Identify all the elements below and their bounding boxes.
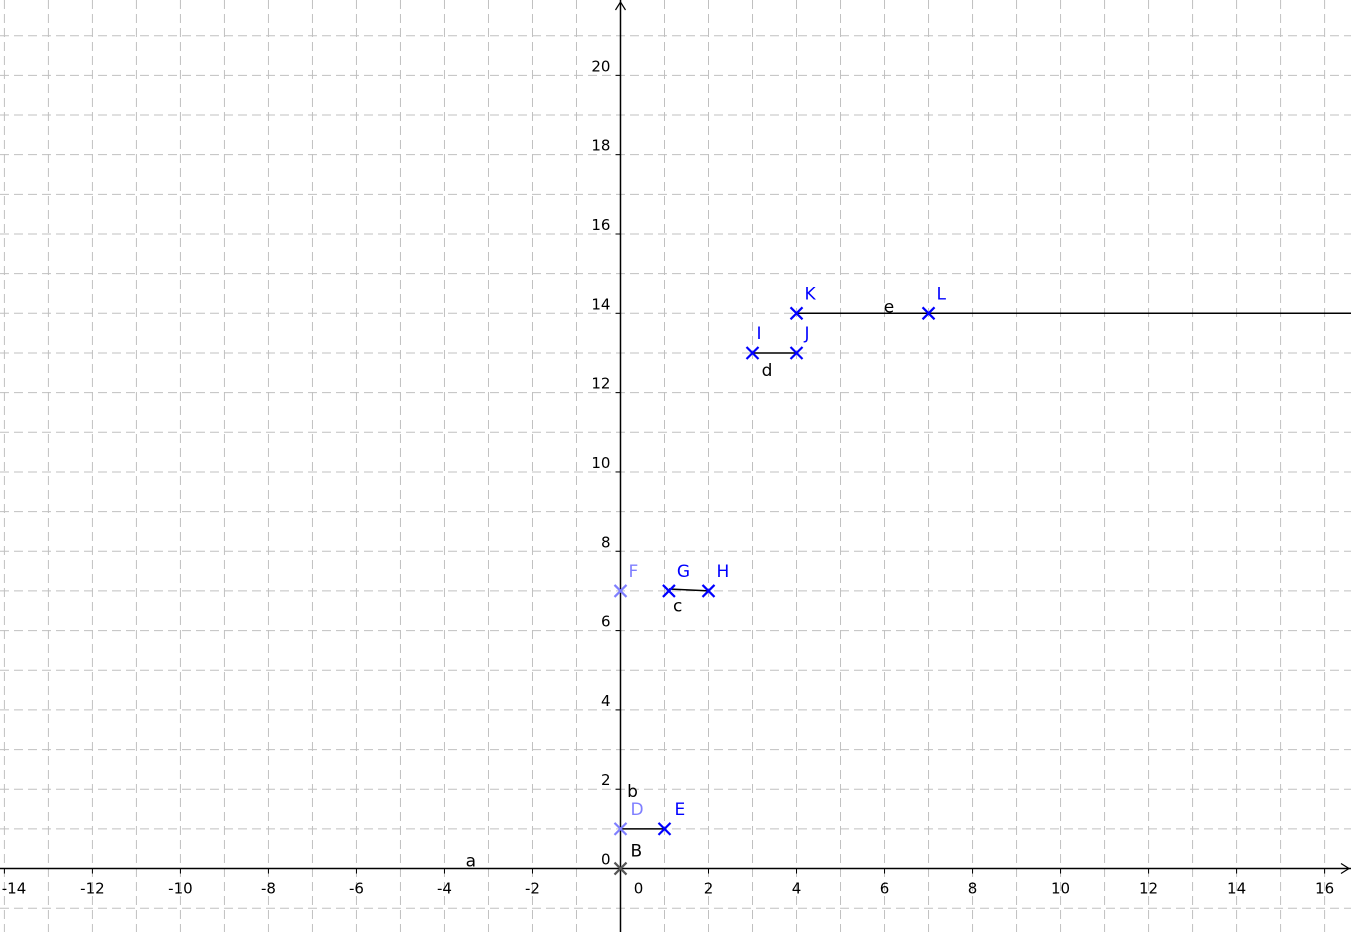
point-mark bbox=[701, 584, 716, 598]
y-tick-label: 2 bbox=[601, 771, 611, 789]
point-B[interactable]: B bbox=[613, 842, 642, 876]
point-mark bbox=[662, 584, 676, 598]
x-tick-label: -10 bbox=[168, 880, 193, 898]
x-tick-label: -6 bbox=[349, 880, 364, 898]
point-K[interactable]: K bbox=[789, 284, 817, 321]
y-tick-label: 16 bbox=[591, 216, 610, 234]
y-axis-arrow-icon bbox=[614, 0, 627, 11]
y-tick-label: 8 bbox=[601, 533, 611, 551]
x-tick-label: 8 bbox=[968, 880, 978, 898]
point-mark bbox=[789, 306, 804, 321]
x-tick-label: -4 bbox=[437, 880, 452, 898]
x-axis-arrow-icon bbox=[1340, 863, 1351, 875]
x-tick-label: 12 bbox=[1139, 880, 1158, 898]
point-label: E bbox=[674, 800, 685, 820]
point-label: H bbox=[717, 562, 730, 582]
point-F[interactable]: F bbox=[613, 562, 638, 598]
point-H[interactable]: H bbox=[701, 562, 730, 598]
y-tick-label: 14 bbox=[591, 295, 610, 313]
point-mark bbox=[657, 822, 672, 836]
point-label: G bbox=[677, 562, 690, 582]
point-E[interactable]: E bbox=[657, 800, 685, 836]
x-tick-label: -2 bbox=[525, 880, 540, 898]
x-tick-label: -8 bbox=[261, 880, 276, 898]
point-mark bbox=[921, 306, 936, 321]
point-L[interactable]: L bbox=[921, 284, 947, 321]
y-tick-label: 6 bbox=[601, 613, 611, 631]
x-tick-label: 4 bbox=[792, 880, 802, 898]
object-label-d: d bbox=[762, 361, 773, 381]
point-label: L bbox=[937, 284, 947, 304]
point-label: K bbox=[805, 284, 817, 304]
x-tick-label: 16 bbox=[1315, 880, 1334, 898]
point-label: J bbox=[804, 324, 810, 344]
y-tick-label: 20 bbox=[591, 57, 610, 75]
point-mark bbox=[613, 584, 628, 598]
point-label: B bbox=[630, 842, 642, 862]
x-tick-label: -12 bbox=[80, 880, 105, 898]
geometry-objects[interactable]: a b c d e bbox=[466, 297, 1351, 872]
y-tick-label: 4 bbox=[601, 692, 611, 710]
points[interactable]: B D E F G H I JK L bbox=[613, 284, 947, 876]
object-label-c: c bbox=[673, 596, 682, 616]
point-mark bbox=[613, 861, 628, 876]
tick-labels: -14 -12 -10 -8 -6 -4 -2 0 2 4 6 8 10 12 14 16 0 2 4 6 8 10 12 1… bbox=[2, 57, 1334, 897]
x-tick-label: 10 bbox=[1051, 880, 1070, 898]
point-mark bbox=[789, 346, 804, 360]
point-I[interactable]: I bbox=[745, 324, 762, 360]
object-label-e: e bbox=[884, 297, 894, 317]
segment-c[interactable] bbox=[668, 588, 709, 592]
y-tick-label: 10 bbox=[591, 454, 610, 472]
point-G[interactable]: G bbox=[662, 562, 690, 598]
x-tick-label: 6 bbox=[880, 880, 890, 898]
point-J[interactable]: J bbox=[789, 324, 810, 360]
point-label: D bbox=[630, 800, 643, 820]
x-tick-label: 2 bbox=[704, 880, 714, 898]
object-label-b: b bbox=[627, 782, 638, 802]
object-label-a: a bbox=[466, 852, 476, 872]
x-tick-label: -14 bbox=[2, 880, 27, 898]
y-tick-label: 12 bbox=[591, 375, 610, 393]
x-tick-label: 0 bbox=[634, 880, 644, 898]
y-tick-label: 18 bbox=[591, 137, 610, 155]
point-D[interactable]: D bbox=[613, 800, 644, 836]
y-tick-label: 0 bbox=[601, 851, 611, 869]
x-tick-label: 14 bbox=[1227, 880, 1246, 898]
point-mark bbox=[745, 346, 760, 360]
point-mark bbox=[613, 822, 628, 836]
point-label: F bbox=[628, 562, 638, 582]
point-label: I bbox=[757, 324, 762, 344]
